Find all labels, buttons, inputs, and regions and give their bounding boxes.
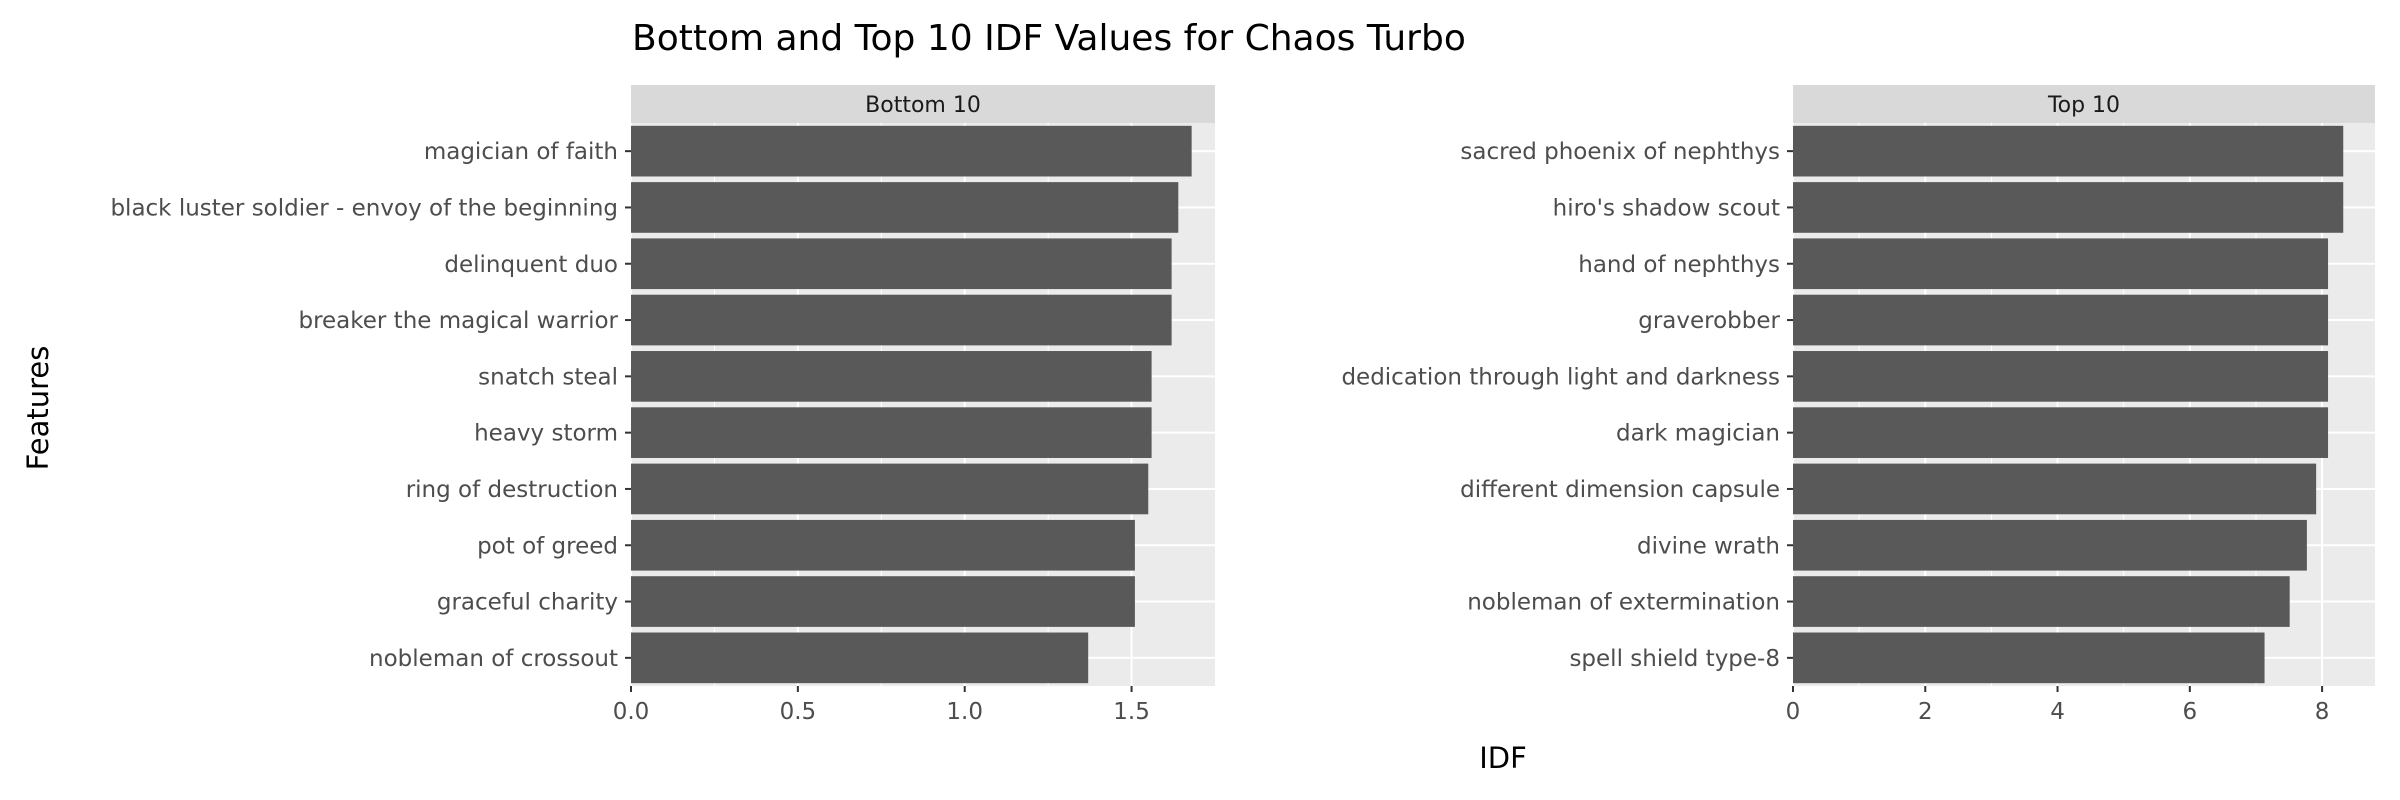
facet-strip [1793, 85, 2375, 123]
x-axis-title: IDF [1479, 741, 1527, 775]
bar [631, 576, 1135, 627]
facet-panel-top-10: Top 10 sacred phoenix of nephthys hiro's s… [1341, 85, 2375, 725]
y-tick-label: dedication through light and darkness [1341, 364, 1780, 390]
y-tick-label: magician of faith [424, 139, 618, 165]
x-tick-label: 4 [2050, 699, 2065, 725]
y-tick-label: snatch steal [478, 364, 618, 390]
bar [631, 125, 1192, 177]
x-tick-label: 1.5 [1113, 699, 1150, 725]
y-tick-label: dark magician [1616, 421, 1780, 447]
x-tick-label: 8 [2315, 699, 2330, 725]
y-tick-label: sacred phoenix of nephthys [1460, 139, 1780, 165]
facet-panels: Bottom 10 magician of faith black luster s… [110, 85, 2375, 725]
y-axis-title: Features [21, 346, 55, 471]
bar [1793, 294, 2329, 346]
y-tick-label: hiro's shadow scout [1553, 195, 1780, 221]
bar [631, 351, 1152, 402]
bar [1793, 238, 2329, 290]
bar [1793, 576, 2290, 627]
y-tick-label: graceful charity [437, 590, 618, 616]
y-tick-label: hand of nephthys [1578, 252, 1780, 278]
bar [631, 519, 1135, 571]
y-tick-label: heavy storm [474, 421, 618, 447]
y-tick-label: spell shield type-8 [1569, 646, 1780, 672]
bar [1793, 519, 2307, 571]
facet-strip [631, 85, 1215, 123]
y-tick-label: different dimension capsule [1460, 477, 1780, 503]
x-tick-label: 0.5 [780, 699, 817, 725]
x-tick-label: 0 [1786, 699, 1801, 725]
y-tick-label: divine wrath [1637, 533, 1780, 559]
bar [1793, 632, 2265, 684]
y-tick-label: black luster soldier - envoy of the begi… [110, 195, 618, 221]
y-tick-label: breaker the magical warrior [298, 308, 618, 334]
y-tick-label: delinquent duo [444, 252, 618, 278]
y-tick-label: nobleman of extermination [1467, 590, 1780, 616]
bar [631, 632, 1089, 684]
bar [631, 238, 1172, 290]
bar [1793, 407, 2329, 458]
bar [1793, 351, 2329, 402]
facet-panel-bottom-10: Bottom 10 magician of faith black luster s… [110, 85, 1215, 725]
bar [1793, 125, 2344, 177]
facet-strip-label: Bottom 10 [865, 93, 981, 118]
y-tick-label: pot of greed [477, 533, 618, 559]
y-tick-label: ring of destruction [406, 477, 618, 503]
x-tick-label: 2 [1918, 699, 1933, 725]
x-tick-label: 0.0 [613, 699, 650, 725]
bar [631, 463, 1149, 515]
bar [631, 407, 1152, 458]
facet-strip-label: Top 10 [2047, 93, 2120, 118]
bar [1793, 463, 2317, 515]
bar [631, 182, 1179, 233]
x-tick-label: 6 [2182, 699, 2197, 725]
y-tick-label: nobleman of crossout [369, 646, 618, 672]
bar [631, 294, 1172, 346]
y-tick-label: graverobber [1638, 308, 1780, 334]
chart-title: Bottom and Top 10 IDF Values for Chaos T… [632, 18, 1466, 59]
bar [1793, 182, 2344, 233]
x-tick-label: 1.0 [946, 699, 983, 725]
